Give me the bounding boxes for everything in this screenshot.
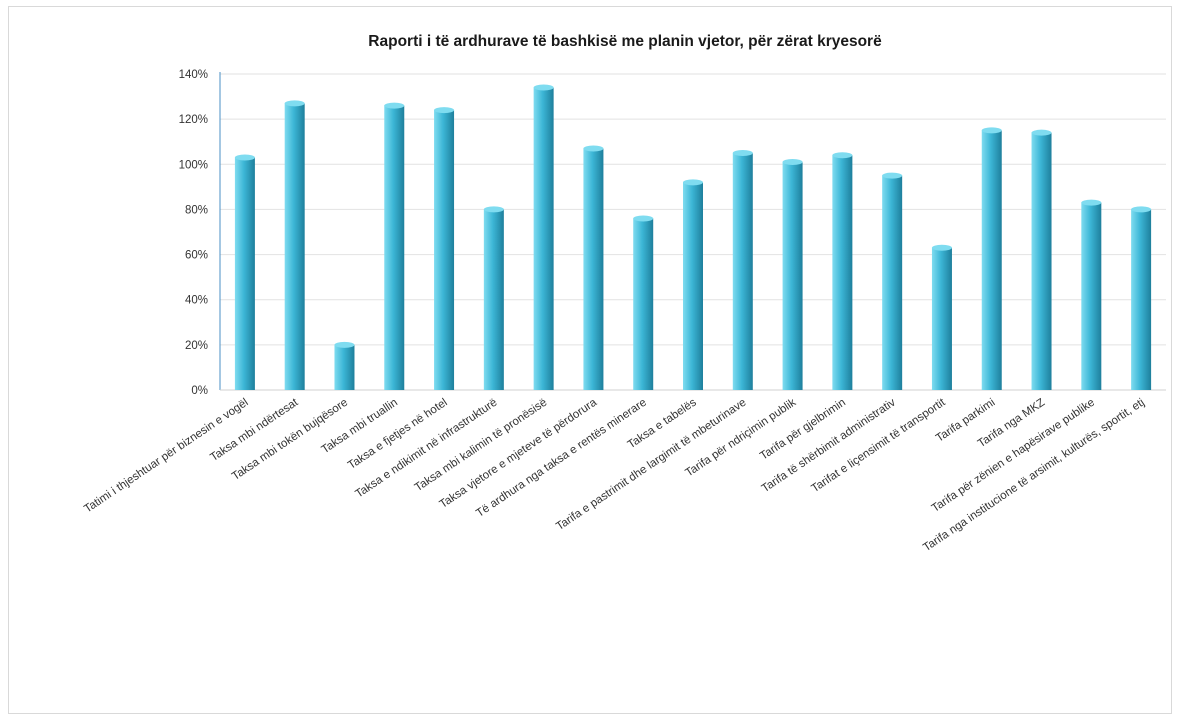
bar-cap	[483, 206, 504, 213]
bar	[732, 153, 753, 390]
bar	[583, 148, 604, 390]
bar	[434, 110, 455, 390]
y-tick-label: 120%	[179, 114, 208, 126]
bar-cap	[683, 179, 703, 186]
bar	[981, 130, 1002, 390]
bar-cap	[1131, 206, 1152, 213]
bar	[832, 155, 853, 390]
bar	[931, 247, 952, 390]
bar-cap	[633, 215, 654, 222]
bar-cap	[533, 84, 554, 91]
bar	[1131, 209, 1152, 390]
chart-title: Raporti i të ardhurave të bashkisë me pl…	[368, 33, 882, 50]
y-tick-label: 60%	[185, 250, 208, 262]
bar-cap	[434, 107, 455, 114]
bar-cap	[931, 244, 952, 251]
bar	[683, 182, 703, 390]
bar-cap	[1081, 199, 1102, 206]
bar	[882, 175, 903, 390]
x-tick-labels: Tatimi i thjeshtuar për biznesin e vogël…	[82, 396, 1147, 554]
bar-cap	[732, 150, 753, 156]
bar-cap	[384, 102, 405, 109]
x-tick-label: Tarifa për gjelbrimin	[758, 397, 848, 463]
bar-cap	[234, 154, 255, 161]
bar	[483, 209, 504, 390]
bar	[1081, 202, 1102, 390]
bar-cap	[583, 145, 604, 152]
bar	[782, 162, 803, 390]
bar	[234, 157, 255, 390]
bar	[334, 344, 355, 390]
bar-cap	[284, 100, 305, 107]
bar-cap	[334, 341, 355, 348]
x-tick-label: Taksa mbi ndërtesat	[208, 396, 301, 464]
bar-cap	[782, 159, 803, 166]
bar-cap	[981, 127, 1002, 134]
bar-cap	[882, 172, 903, 179]
bars	[234, 84, 1152, 391]
bar	[533, 87, 554, 391]
y-tick-label: 20%	[185, 340, 208, 352]
y-tick-label: 40%	[185, 295, 208, 307]
y-tick-labels: 0% 20% 40% 60% 80% 100% 120% 140%	[179, 69, 208, 397]
bar-cap	[832, 152, 853, 159]
y-tick-label: 100%	[179, 159, 208, 171]
bar	[1031, 132, 1052, 390]
y-tick-label: 80%	[185, 204, 208, 216]
bar-cap	[1031, 129, 1052, 136]
y-tick-label: 0%	[191, 385, 208, 397]
y-tick-label: 140%	[179, 69, 208, 81]
bar	[284, 103, 305, 390]
bar	[633, 218, 654, 390]
bar	[384, 105, 405, 390]
